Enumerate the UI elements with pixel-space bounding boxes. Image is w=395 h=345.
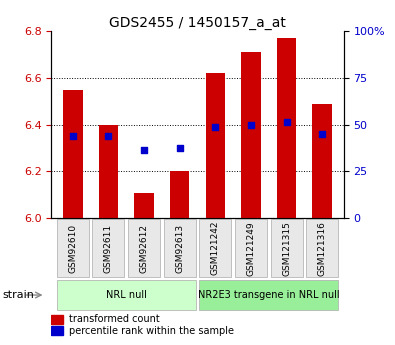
FancyBboxPatch shape [57, 219, 89, 277]
FancyBboxPatch shape [128, 219, 160, 277]
Bar [63, 90, 83, 218]
Text: GSM121316: GSM121316 [318, 221, 327, 276]
Bar [51, 315, 63, 324]
FancyBboxPatch shape [92, 219, 124, 277]
FancyBboxPatch shape [306, 219, 338, 277]
Point [70, 134, 76, 139]
Title: GDS2455 / 1450157_a_at: GDS2455 / 1450157_a_at [109, 16, 286, 30]
Text: GSM121242: GSM121242 [211, 221, 220, 275]
FancyBboxPatch shape [199, 280, 338, 310]
FancyBboxPatch shape [271, 219, 303, 277]
Point [248, 122, 254, 127]
Point [319, 131, 325, 137]
FancyBboxPatch shape [235, 219, 267, 277]
Text: GSM121315: GSM121315 [282, 221, 291, 276]
Point [141, 148, 147, 153]
Bar [312, 104, 332, 218]
Text: GSM92612: GSM92612 [139, 224, 149, 273]
Bar [51, 326, 63, 335]
Bar [205, 73, 225, 218]
FancyBboxPatch shape [199, 219, 231, 277]
Text: GSM121249: GSM121249 [246, 221, 256, 276]
Text: GSM92610: GSM92610 [68, 224, 77, 273]
Text: GSM92613: GSM92613 [175, 224, 184, 273]
Bar [170, 171, 190, 218]
FancyBboxPatch shape [57, 280, 196, 310]
Text: GSM92611: GSM92611 [104, 224, 113, 273]
Text: percentile rank within the sample: percentile rank within the sample [69, 326, 234, 336]
Text: NR2E3 transgene in NRL null: NR2E3 transgene in NRL null [198, 290, 340, 300]
Point [212, 124, 218, 130]
Text: NRL null: NRL null [106, 290, 147, 300]
Point [284, 120, 290, 125]
Point [105, 134, 111, 139]
Text: transformed count: transformed count [69, 314, 160, 324]
Bar [277, 38, 296, 218]
FancyBboxPatch shape [164, 219, 196, 277]
Bar [241, 52, 261, 218]
Bar [134, 193, 154, 218]
Bar [99, 125, 118, 218]
Text: strain: strain [2, 290, 34, 300]
Point [177, 145, 183, 151]
